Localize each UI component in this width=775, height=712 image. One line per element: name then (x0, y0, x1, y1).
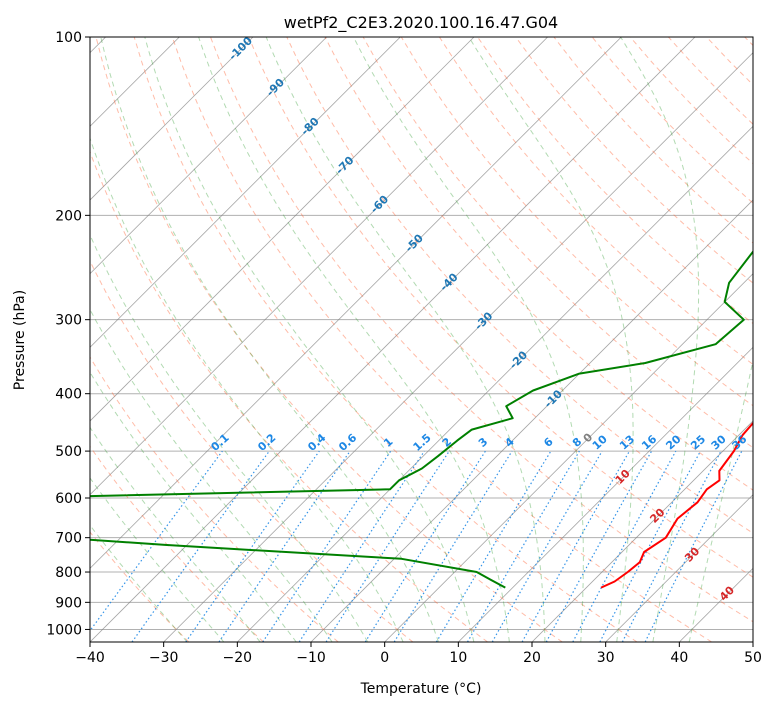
x-tick-label: −10 (296, 650, 326, 666)
x-axis-label: Temperature (°C) (360, 681, 482, 697)
y-tick-label: 700 (55, 531, 82, 547)
x-tick-label: 10 (449, 650, 467, 666)
x-tick-label: 20 (523, 650, 541, 666)
y-axis-label: Pressure (hPa) (12, 290, 28, 390)
y-tick-label: 400 (55, 387, 82, 403)
x-tick-label: −30 (149, 650, 179, 666)
y-tick-label: 500 (55, 444, 82, 460)
x-tick-label: 50 (744, 650, 762, 666)
x-tick-label: 0 (380, 650, 389, 666)
x-tick-label: 30 (597, 650, 615, 666)
y-tick-label: 100 (55, 30, 82, 46)
y-tick-label: 200 (55, 208, 82, 224)
chart-title: wetPf2_C2E3.2020.100.16.47.G04 (284, 13, 558, 33)
y-tick-label: 600 (55, 491, 82, 507)
isotherm-line (753, 37, 775, 642)
y-tick-label: 300 (55, 313, 82, 329)
x-tick-label: −40 (75, 650, 105, 666)
x-tick-label: −20 (223, 650, 253, 666)
x-tick-label: 40 (670, 650, 688, 666)
y-tick-label: 900 (55, 595, 82, 611)
y-tick-label: 800 (55, 565, 82, 581)
y-tick-label: 1000 (46, 622, 82, 638)
